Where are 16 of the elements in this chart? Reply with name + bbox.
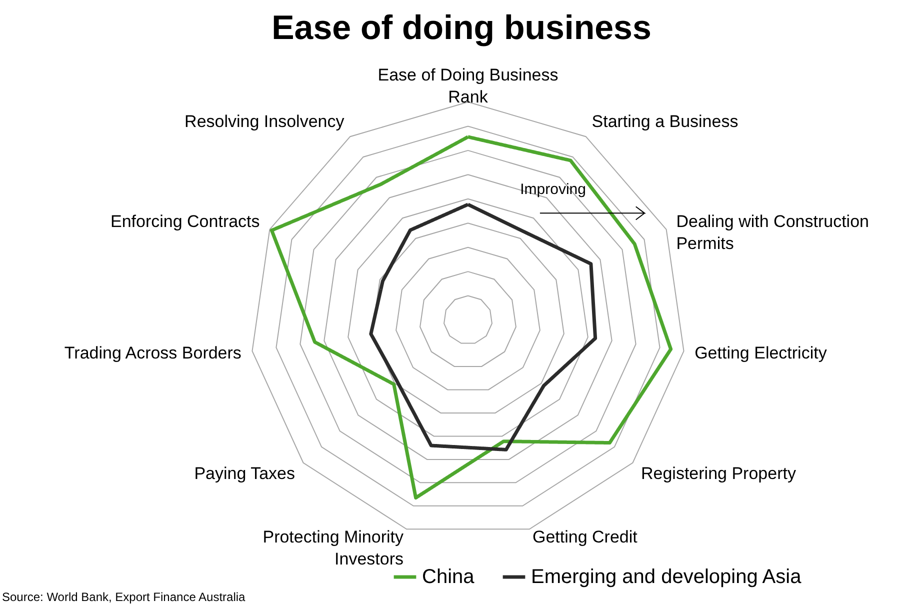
source-note: Source: World Bank, Export Finance Australia bbox=[2, 590, 246, 604]
spoke-label: Enforcing Contracts bbox=[110, 212, 260, 232]
spoke-label: Getting Electricity bbox=[694, 344, 828, 363]
spoke-label: Protecting Minority Investors bbox=[262, 528, 404, 569]
legend-label: Emerging and developing Asia bbox=[531, 566, 802, 588]
spoke-label: Paying Taxes bbox=[194, 464, 296, 484]
spoke-label: Resolving Insolvency bbox=[184, 112, 345, 131]
spoke-label: Registering Property bbox=[640, 464, 796, 484]
spoke-label: Dealing with Construction Permits bbox=[676, 212, 869, 254]
spoke-label: Getting Credit bbox=[532, 528, 638, 547]
spoke-label: Ease of Doing Business Rank bbox=[378, 66, 558, 107]
spoke-label: Starting a Business bbox=[592, 112, 738, 131]
spoke-label: Trading Across Borders bbox=[64, 344, 242, 363]
legend-label: China bbox=[422, 566, 476, 588]
chart-title: Ease of doing business bbox=[272, 9, 652, 47]
text: Improving bbox=[520, 180, 586, 198]
